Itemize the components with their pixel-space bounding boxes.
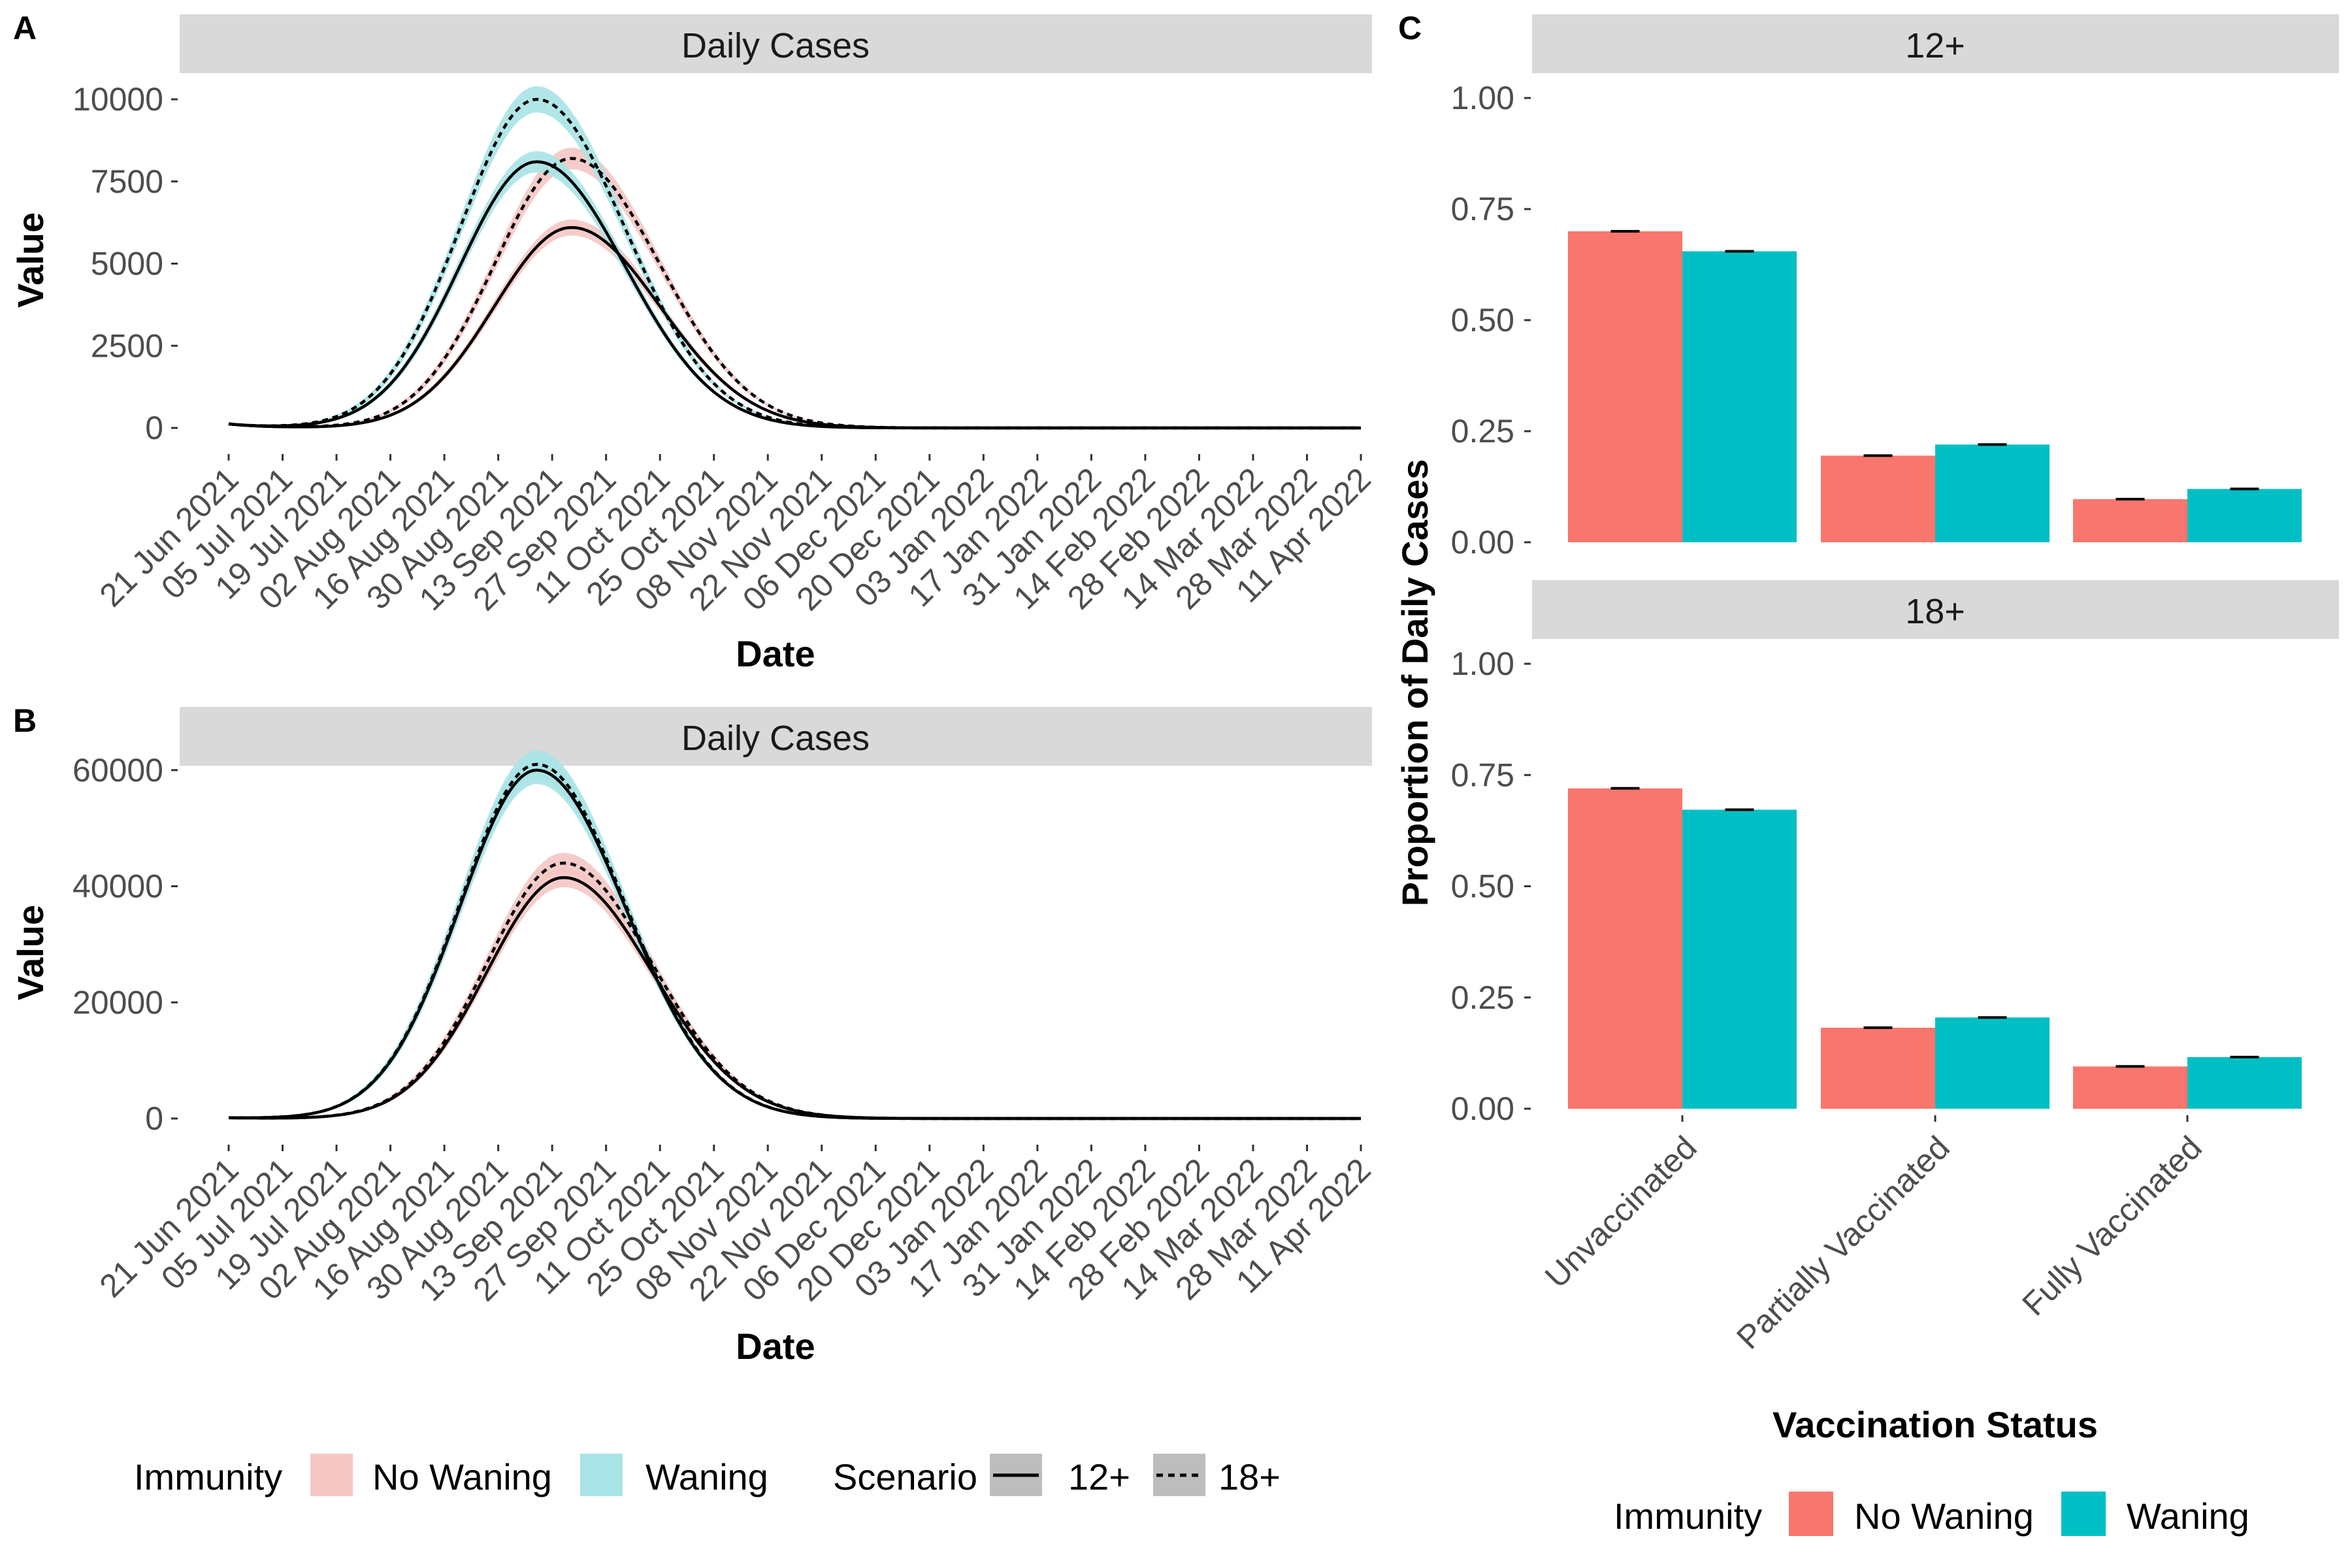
legend-scenario-title: Scenario — [833, 1456, 977, 1497]
c-y-tick-label: 0.50 — [1451, 868, 1514, 905]
panel-c-strip-12-title: 12+ — [1905, 26, 1965, 65]
line-waning-12 — [229, 768, 1361, 1120]
c-y-tick-label: 0.25 — [1451, 413, 1514, 449]
ribbon-no-waning-18 — [229, 853, 1361, 1119]
line-no-waning-18 — [228, 157, 1361, 430]
bar-12-no-waning-partially-vaccinated — [1821, 455, 1935, 542]
bar-12-no-waning-unvaccinated — [1568, 231, 1682, 542]
bar-18-no-waning-partially-vaccinated — [1821, 1028, 1935, 1109]
c-x-tick-label: Fully Vaccinated — [2015, 1129, 2208, 1322]
panel-a-strip — [180, 14, 1372, 73]
c-y-tick-label: 0.25 — [1451, 979, 1514, 1016]
panel-c-strip-18-title: 18+ — [1905, 592, 1965, 631]
panel-b-strip-title: Daily Cases — [681, 719, 870, 758]
y-tick-label: 60000 — [73, 752, 163, 789]
legend-c-title: Immunity — [1614, 1495, 1762, 1537]
legend-c-no-waning-label: No Waning — [1854, 1495, 2034, 1537]
legend-right: Immunity No Waning Waning — [1614, 1492, 2249, 1537]
ribbon-waning-12 — [229, 756, 1361, 1119]
legend-no-waning-swatch — [310, 1454, 353, 1496]
ribbon-waning-18 — [229, 750, 1361, 1119]
bar-12-waning-unvaccinated — [1682, 251, 1797, 542]
panel-b-strip — [180, 707, 1372, 766]
bar-18-no-waning-unvaccinated — [1568, 788, 1682, 1109]
c-y-tick-label: 0.00 — [1451, 1090, 1514, 1127]
panel-c-plot: 0.00 0.25 0.50 0.75 1.00 0.00 0.25 0.50 0.75 1.00… — [1451, 80, 2302, 1356]
c-y-tick-label: 1.00 — [1451, 80, 1514, 116]
ribbon-no-waning-12 — [229, 868, 1361, 1119]
line-waning-12 — [228, 160, 1361, 430]
line-no-waning-12 — [228, 875, 1361, 1120]
bar-18-waning-fully-vaccinated — [2187, 1057, 2302, 1109]
c-y-tick-label: 0.75 — [1451, 191, 1514, 227]
y-tick-label: 40000 — [73, 868, 163, 905]
c-y-tick-label: 0.50 — [1451, 302, 1514, 338]
legend-waning-swatch — [580, 1454, 623, 1496]
ribbon-waning-12 — [229, 151, 1361, 429]
panel-a-y-axis-title: Value — [10, 212, 51, 308]
ribbon-no-waning-12 — [229, 219, 1361, 428]
y-tick-label: 2500 — [91, 327, 163, 364]
panel-tag-c: C — [1398, 10, 1422, 46]
c-y-tick-label: 0.00 — [1451, 524, 1514, 561]
bar-12-no-waning-fully-vaccinated — [2073, 499, 2187, 542]
y-tick-label: 0 — [145, 1100, 163, 1137]
bar-18-waning-unvaccinated — [1682, 809, 1797, 1109]
ribbon-no-waning-18 — [229, 148, 1361, 428]
bar-12-waning-partially-vaccinated — [1935, 444, 2050, 542]
line-no-waning-12 — [228, 225, 1361, 430]
panel-c-strip-18 — [1532, 580, 2339, 639]
panel-tag-a: A — [13, 10, 37, 46]
legend-c-waning-label: Waning — [2127, 1495, 2249, 1537]
legend-scenario-12-label: 12+ — [1068, 1456, 1130, 1497]
y-tick-label: 7500 — [91, 163, 163, 200]
legend-waning-label: Waning — [645, 1456, 768, 1497]
y-tick-label: 0 — [145, 410, 163, 446]
line-waning-18 — [228, 97, 1361, 430]
panel-c-y-axis-title: Proportion of Daily Cases — [1394, 459, 1435, 907]
panel-a-strip-title: Daily Cases — [681, 26, 870, 65]
legend-scenario-18-label: 18+ — [1218, 1456, 1281, 1497]
y-tick-label: 10000 — [73, 81, 163, 118]
c-x-tick-label: Partially Vaccinated — [1729, 1129, 1956, 1356]
panel-b-y-axis-title: Value — [10, 905, 51, 1000]
c-y-tick-label: 0.75 — [1451, 757, 1514, 793]
line-waning-18 — [229, 762, 1361, 1120]
bar-18-no-waning-fully-vaccinated — [2073, 1066, 2187, 1109]
c-y-tick-label: 1.00 — [1451, 645, 1514, 682]
panel-tag-b: B — [13, 702, 37, 739]
panel-c-strip-12 — [1532, 14, 2339, 73]
c-x-tick-label: Unvaccinated — [1538, 1129, 1704, 1295]
legend-no-waning-label: No Waning — [372, 1456, 552, 1497]
bar-18-waning-partially-vaccinated — [1935, 1017, 2050, 1109]
panel-a-x-axis-title: Date — [736, 633, 815, 674]
line-no-waning-18 — [228, 861, 1361, 1120]
legend-left: Immunity No Waning Waning Scenario 12+ 1… — [134, 1454, 1281, 1497]
y-tick-label: 5000 — [91, 246, 163, 282]
panel-b-x-axis-title: Date — [736, 1326, 815, 1367]
panel-c-x-axis-title: Vaccination Status — [1772, 1404, 2098, 1445]
legend-c-waning-swatch — [2061, 1492, 2106, 1536]
y-tick-label: 20000 — [73, 984, 163, 1021]
legend-immunity-title: Immunity — [134, 1456, 282, 1497]
legend-c-no-waning-swatch — [1789, 1492, 1833, 1536]
bar-12-waning-fully-vaccinated — [2187, 489, 2302, 542]
